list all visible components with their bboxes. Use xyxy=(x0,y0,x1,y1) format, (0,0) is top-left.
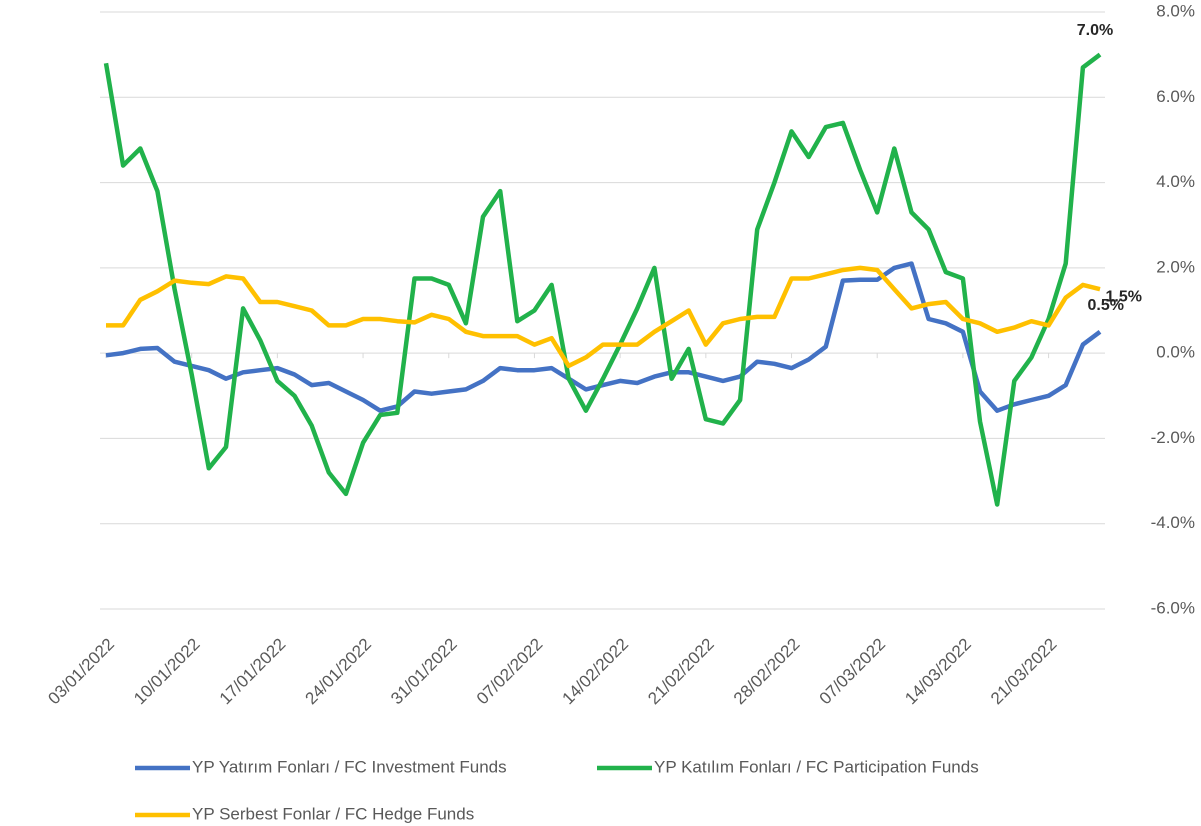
series-line xyxy=(106,265,1101,369)
legend-label: YP Yatırım Fonları / FC Investment Funds xyxy=(192,757,507,776)
x-tick-label: 24/01/2022 xyxy=(301,635,375,709)
x-tick-label: 14/03/2022 xyxy=(901,635,975,709)
legend-label: YP Katılım Fonları / FC Participation Fu… xyxy=(654,757,979,776)
data-label: 7.0% xyxy=(1077,22,1113,39)
y-tick-label: -4.0% xyxy=(1151,513,1195,532)
data-label: 0.5% xyxy=(1088,297,1124,314)
x-tick-label: 17/01/2022 xyxy=(216,635,290,709)
data-label: 1.5% xyxy=(1106,288,1142,305)
y-tick-label: 2.0% xyxy=(1156,257,1195,276)
series-line xyxy=(105,261,1102,413)
x-tick-label: 10/01/2022 xyxy=(130,635,204,709)
legend-label: YP Serbest Fonlar / FC Hedge Funds xyxy=(192,804,474,823)
x-tick-label: 07/03/2022 xyxy=(816,635,890,709)
x-tick-label: 14/02/2022 xyxy=(559,635,633,709)
y-tick-label: -2.0% xyxy=(1151,428,1195,447)
x-tick-label: 28/02/2022 xyxy=(730,635,804,709)
series-line xyxy=(103,52,1102,507)
y-tick-label: 0.0% xyxy=(1156,343,1195,362)
y-tick-label: 4.0% xyxy=(1156,172,1195,191)
x-tick-label: 07/02/2022 xyxy=(473,635,547,709)
y-tick-label: 8.0% xyxy=(1156,1,1195,20)
y-tick-label: 6.0% xyxy=(1156,87,1195,106)
x-tick-label: 03/01/2022 xyxy=(44,635,118,709)
x-tick-label: 21/02/2022 xyxy=(644,635,718,709)
y-tick-label: -6.0% xyxy=(1151,598,1195,617)
x-tick-label: 21/03/2022 xyxy=(987,635,1061,709)
x-tick-label: 31/01/2022 xyxy=(387,635,461,709)
